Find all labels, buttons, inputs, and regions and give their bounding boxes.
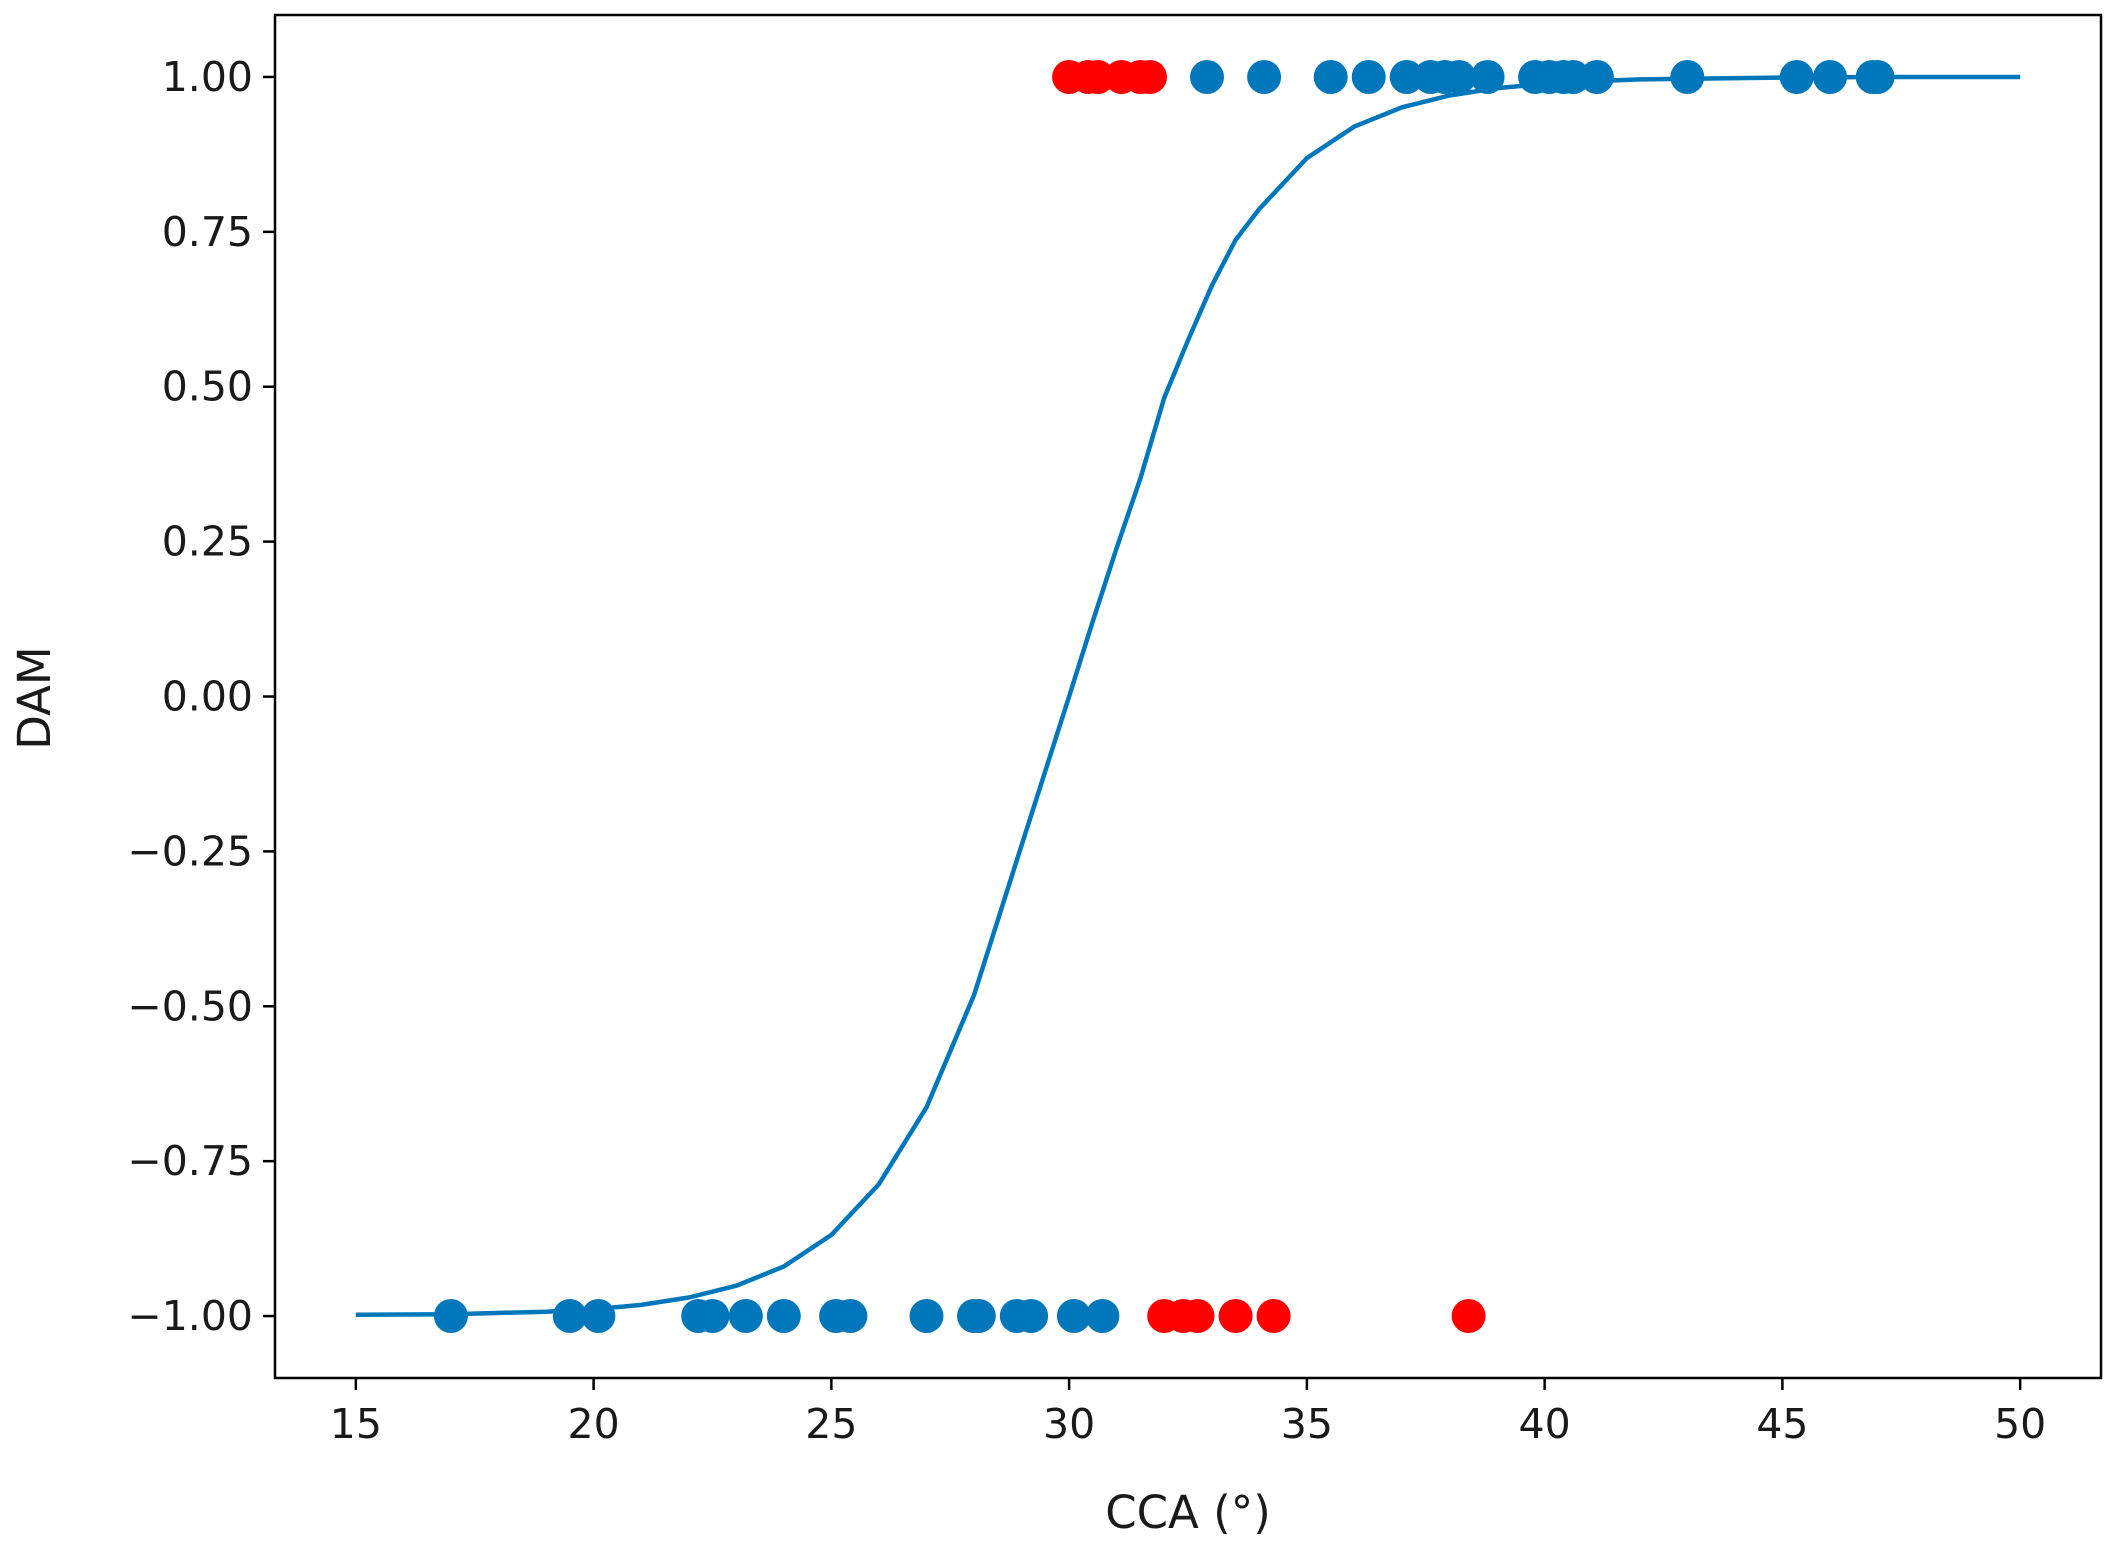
- blue-data-point: [1442, 60, 1476, 94]
- blue-data-point: [1813, 60, 1847, 94]
- x-tick-label: 15: [330, 1400, 382, 1448]
- blue-data-point: [1190, 60, 1224, 94]
- blue-data-point: [766, 1299, 801, 1333]
- x-tick-label: 20: [568, 1400, 620, 1448]
- blue-data-point: [1056, 1299, 1091, 1333]
- y-tick-label: −0.50: [127, 982, 253, 1030]
- red-data-point: [1218, 1299, 1253, 1333]
- blue-data-point: [833, 1299, 868, 1333]
- fit-curve-layer: [355, 74, 2021, 1318]
- blue-data-point: [961, 1299, 996, 1333]
- blue-data-point: [581, 1299, 616, 1333]
- blue-data-point: [909, 1299, 944, 1333]
- blue-data-point: [1860, 60, 1895, 94]
- x-tick-label: 30: [1043, 1400, 1095, 1448]
- blue-data-point: [1579, 60, 1614, 94]
- y-tick-label: 0.25: [162, 518, 253, 566]
- y-tick-label: 0.50: [162, 363, 253, 411]
- blue-data-point: [695, 1299, 730, 1333]
- x-tick-label: 50: [1994, 1400, 2046, 1448]
- x-tick-label: 45: [1756, 1400, 1808, 1448]
- blue-data-point: [1779, 60, 1814, 94]
- y-tick-label: 0.75: [162, 208, 253, 256]
- blue-data-point: [1556, 60, 1591, 94]
- x-tick-label: 35: [1281, 1400, 1333, 1448]
- blue-data-point: [1389, 60, 1424, 94]
- x-tick-label: 25: [805, 1400, 857, 1448]
- red-data-point: [1256, 1299, 1291, 1333]
- y-axis-ticks: 1.00 0.75 0.50 0.25 0.00 −0.25 −0.50 −0.75 −1.00: [127, 53, 275, 1340]
- data-points-layer: [433, 60, 1895, 1333]
- y-tick-label: −1.00: [127, 1292, 253, 1340]
- fit-curve-line: [355, 74, 2021, 1318]
- blue-data-point: [1313, 60, 1348, 94]
- red-data-point: [1133, 60, 1167, 94]
- y-tick-label: 0.00: [162, 673, 253, 721]
- red-data-point: [1080, 60, 1115, 94]
- red-data-point: [1451, 1299, 1486, 1333]
- y-axis-label: DAM: [8, 646, 61, 749]
- blue-data-point: [728, 1299, 763, 1333]
- x-tick-label: 40: [1519, 1400, 1571, 1448]
- y-tick-label: −0.25: [127, 827, 253, 875]
- blue-data-point: [1085, 1299, 1120, 1333]
- plot-frame: [273, 13, 2103, 1380]
- blue-data-point: [1247, 60, 1282, 94]
- blue-data-point: [552, 1299, 587, 1333]
- blue-data-point: [433, 1299, 468, 1333]
- y-tick-label: 1.00: [162, 53, 253, 101]
- red-data-point: [1180, 1299, 1215, 1333]
- x-axis-label: CCA (°): [1105, 1486, 1271, 1539]
- x-axis-ticks: 15 20 25 30 35 40 45 50: [330, 1378, 2046, 1448]
- y-tick-label: −0.75: [127, 1137, 253, 1185]
- blue-data-point: [1014, 1299, 1049, 1333]
- blue-data-point: [1470, 60, 1505, 94]
- blue-data-point: [1670, 60, 1705, 94]
- blue-data-point: [1351, 60, 1386, 94]
